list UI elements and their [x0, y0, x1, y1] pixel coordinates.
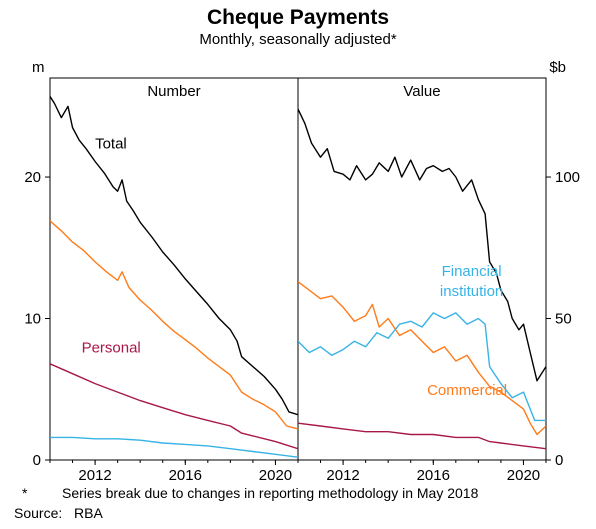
source-label: Source:	[14, 505, 62, 521]
label-commercial: Commercial	[427, 382, 507, 399]
right-series-group	[298, 109, 546, 449]
xtick: 2012	[78, 467, 111, 484]
chart-svg: Cheque Payments Monthly, seasonally adjus…	[0, 0, 596, 529]
xtick: 2020	[507, 467, 540, 484]
right-panel-title: Value	[403, 83, 440, 100]
left-panel-title: Number	[147, 83, 200, 100]
left-ytick: 10	[24, 311, 41, 328]
label-financial-2: institution	[440, 283, 503, 300]
left-unit: m	[32, 59, 45, 76]
xtick: 2012	[326, 467, 359, 484]
left-financial-line	[50, 437, 298, 457]
label-personal: Personal	[82, 339, 141, 356]
right-personal-line	[298, 423, 546, 449]
right-financial-line	[298, 313, 546, 421]
left-commercial-line	[50, 221, 298, 429]
footnote-marker: *	[22, 485, 28, 501]
left-series-group	[50, 96, 298, 457]
chart-title: Cheque Payments	[207, 6, 389, 29]
xtick: 2020	[259, 467, 292, 484]
right-ytick: 100	[555, 169, 580, 186]
xtick: 2016	[169, 467, 202, 484]
label-financial-1: Financial	[442, 263, 502, 280]
left-total-line	[50, 96, 298, 414]
cheque-payments-chart: { "title": "Cheque Payments", "subtitle"…	[0, 0, 596, 529]
left-ytick: 0	[33, 452, 41, 469]
right-ytick: 50	[555, 311, 572, 328]
xtick: 2016	[417, 467, 450, 484]
right-panel-frame	[298, 78, 546, 460]
source-value: RBA	[74, 505, 103, 521]
footnote-text: Series break due to changes in reporting…	[62, 485, 479, 501]
left-personal-line	[50, 364, 298, 449]
right-ytick: 0	[555, 452, 563, 469]
right-unit: $b	[549, 59, 566, 76]
chart-subtitle: Monthly, seasonally adjusted*	[199, 31, 396, 48]
left-ytick: 20	[24, 169, 41, 186]
right-total-line	[298, 109, 546, 381]
label-total: Total	[95, 136, 127, 153]
